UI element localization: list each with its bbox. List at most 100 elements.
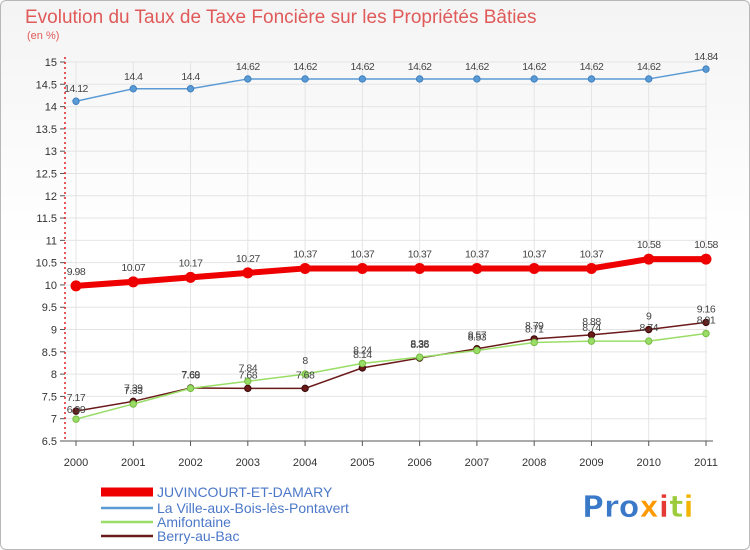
- data-label: 8.91: [697, 315, 716, 327]
- data-point: [129, 85, 137, 93]
- x-tick-label: 2001: [121, 457, 145, 469]
- y-tick-label: 10: [45, 280, 57, 292]
- data-label: 8.74: [582, 322, 601, 334]
- x-tick-label: 2000: [64, 457, 88, 469]
- data-label: 14.4: [181, 71, 200, 83]
- data-label: 10.37: [522, 248, 546, 260]
- y-tick-label: 8: [51, 369, 57, 381]
- data-point: [415, 75, 424, 83]
- grid: [65, 61, 707, 442]
- x-tick-label: 2009: [579, 457, 603, 469]
- data-label: 14.62: [580, 61, 604, 73]
- data-label: 8.74: [640, 322, 659, 334]
- data-point: [645, 337, 653, 345]
- data-label: 9: [646, 311, 652, 323]
- data-label: 6.99: [67, 404, 86, 416]
- x-tick-label: 2003: [236, 457, 260, 469]
- data-point: [415, 353, 424, 361]
- data-label: 14.62: [465, 61, 489, 73]
- y-tick-label: 14.5: [36, 79, 57, 91]
- y-tick-label: 9: [51, 325, 57, 337]
- data-label: 8: [302, 355, 308, 367]
- data-point: [358, 359, 367, 368]
- logo-letter: x: [639, 490, 658, 525]
- series-line-0: [73, 256, 709, 289]
- data-label: 8.53: [468, 331, 487, 343]
- data-point: [244, 377, 252, 385]
- data-label: 7.68: [296, 369, 315, 381]
- logo-letter: P: [582, 490, 604, 525]
- logo-letter: i: [659, 490, 669, 525]
- logo-letter: t: [669, 490, 683, 525]
- data-point: [301, 384, 309, 393]
- data-label: 14.62: [522, 61, 546, 73]
- data-label: 14.62: [350, 61, 374, 73]
- data-label: 14.12: [64, 83, 88, 95]
- data-label: 14.62: [408, 61, 432, 73]
- y-tick-label: 12: [45, 191, 57, 203]
- data-point: [530, 75, 538, 83]
- y-tick-label: 11: [46, 235, 57, 247]
- x-tick-label: 2007: [465, 457, 489, 469]
- data-label: 10.07: [121, 262, 145, 274]
- data-point: [528, 262, 540, 274]
- data-point: [702, 65, 710, 73]
- y-tick-label: 8.5: [42, 347, 57, 359]
- y-tick-label: 14: [45, 102, 57, 114]
- series-line-2: [75, 332, 707, 420]
- data-label: 9.98: [67, 266, 86, 278]
- y-tick-label: 10.5: [36, 258, 57, 270]
- data-label: 8.38: [410, 338, 429, 350]
- legend-label: Berry-au-Bac: [157, 528, 239, 544]
- x-tick-label: 2002: [178, 457, 202, 469]
- logo-letter: r: [604, 490, 619, 525]
- data-point: [301, 75, 309, 83]
- logo-letter: i: [683, 490, 693, 525]
- data-point: [700, 253, 712, 265]
- y-tick-label: 13: [45, 146, 57, 158]
- data-point: [127, 276, 139, 288]
- data-point: [530, 338, 538, 347]
- data-point: [242, 267, 254, 279]
- data-point: [358, 75, 367, 83]
- data-label: 8.14: [353, 349, 372, 361]
- series-layer: [70, 65, 712, 423]
- data-point: [72, 415, 80, 423]
- x-tick-label: 2005: [350, 457, 374, 469]
- data-point: [414, 262, 426, 274]
- y-tick-label: 13.5: [36, 124, 57, 136]
- x-tick-label: 2010: [636, 457, 660, 469]
- y-tick-label: 15: [45, 57, 57, 69]
- data-point: [299, 262, 311, 274]
- data-label: 14.62: [293, 61, 317, 73]
- axes: 6.5 7 7.5 8 8.5 9 9.5 10 10.5 11 11.5 12 12.5 13 13.5 1…: [36, 57, 718, 469]
- data-label: 10.37: [408, 248, 432, 260]
- x-tick-label: 2004: [293, 457, 317, 469]
- data-label: 9.16: [697, 303, 716, 315]
- data-point: [702, 329, 710, 338]
- data-label: 10.58: [694, 239, 718, 251]
- data-label: 8.57: [468, 330, 487, 342]
- data-point: [643, 253, 655, 265]
- chart-title: Evolution du Taux de Taxe Foncière sur l…: [25, 7, 537, 28]
- data-label: 14.62: [637, 61, 661, 73]
- data-point: [645, 325, 653, 334]
- data-point: [72, 407, 80, 415]
- data-label: 8.24: [353, 344, 372, 356]
- data-label: 8.79: [525, 320, 544, 332]
- series-line-3: [75, 321, 707, 412]
- data-label: 10.37: [465, 248, 489, 260]
- legend-label: JUVINCOURT-ET-DAMARY: [157, 484, 333, 500]
- logo-letter: o: [619, 490, 640, 525]
- legend-label: La Ville-aux-Bois-lès-Pontavert: [157, 500, 349, 516]
- data-point: [185, 271, 197, 283]
- data-label: 10.37: [293, 248, 317, 260]
- data-label: 7.33: [124, 385, 143, 397]
- data-label: 7.84: [239, 362, 258, 374]
- data-point: [356, 262, 368, 274]
- data-point: [645, 75, 653, 83]
- x-tick-label: 2008: [522, 457, 546, 469]
- data-point: [244, 75, 252, 83]
